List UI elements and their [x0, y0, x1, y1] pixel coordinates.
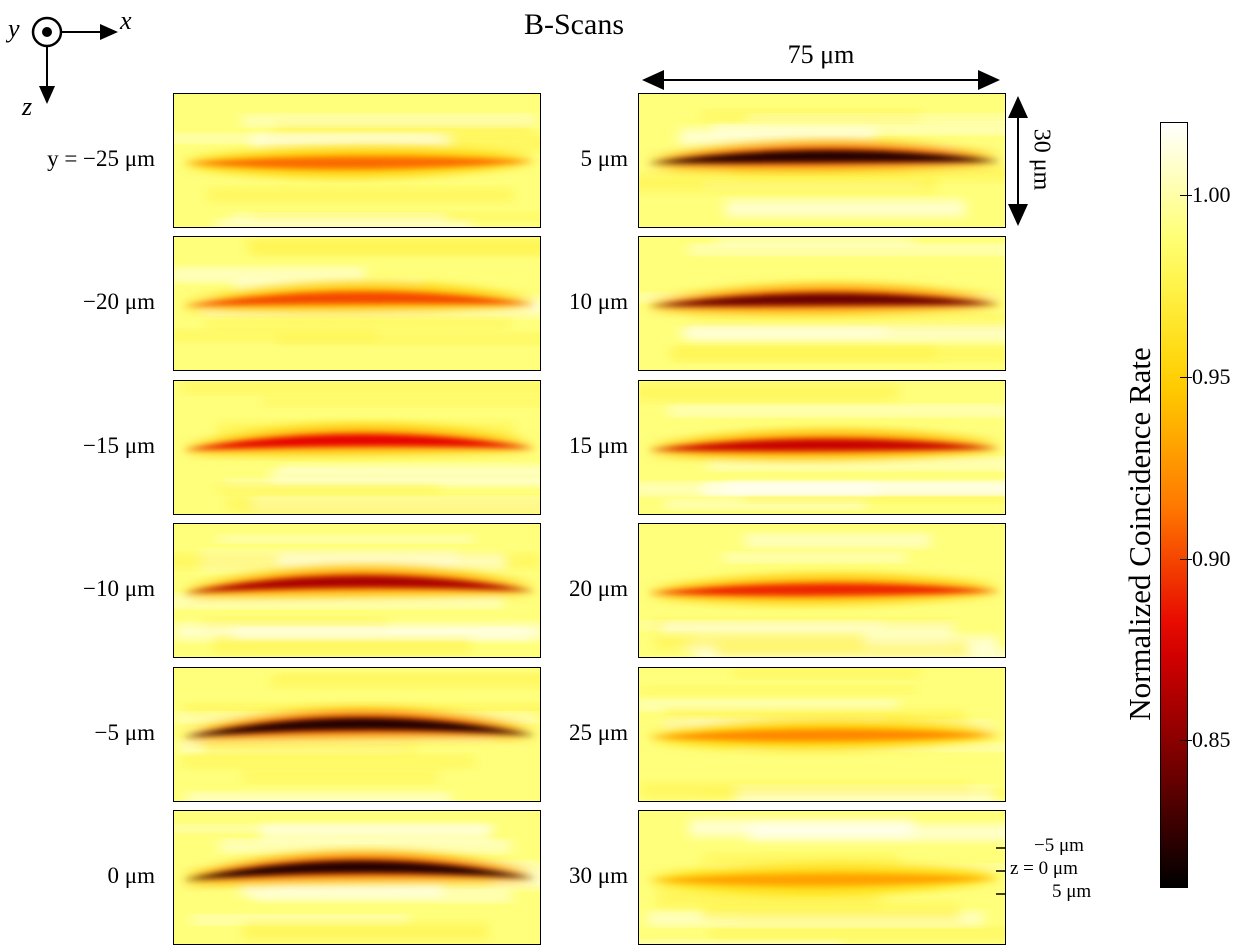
b-scan-label: 30 μm: [569, 862, 628, 888]
b-scan-panel: [173, 236, 541, 371]
b-scan-band-core: [182, 575, 536, 594]
b-scan-panel: [173, 93, 541, 228]
height-scale-bar: [1007, 94, 1029, 228]
colorbar: [1160, 122, 1188, 888]
double-arrow-horizontal-icon: [642, 70, 1000, 90]
double-arrow-vertical-icon: [1008, 96, 1028, 226]
b-scan-band-core: [647, 438, 1001, 452]
colorbar-tick-label: 0.95: [1192, 363, 1231, 389]
b-scan-label: −5 μm: [94, 719, 155, 745]
z-axis-label: z: [22, 92, 33, 121]
orientation-axes-icon: [31, 16, 118, 104]
b-scan-label: −10 μm: [83, 575, 155, 601]
x-axis-label: x: [120, 6, 132, 35]
b-scan-panel: [638, 523, 1006, 658]
colorbar-tick-label: 0.90: [1192, 545, 1231, 571]
b-scan-panel: [173, 667, 541, 802]
b-scan-panel: [638, 93, 1006, 228]
y-axis-label: y: [8, 14, 20, 43]
b-scan-panel: [638, 810, 1006, 945]
b-scan-panel: [173, 380, 541, 515]
b-scan-band-core: [647, 729, 1001, 742]
b-scan-band-core: [182, 291, 536, 307]
b-scan-band-core: [647, 150, 1001, 164]
b-scan-band-core: [182, 434, 536, 451]
b-scan-label: −15 μm: [83, 432, 155, 458]
b-scan-label: 5 μm: [580, 145, 628, 171]
orientation-axes: [0, 0, 160, 130]
b-scan-band-core: [647, 873, 1001, 886]
z-marker-zero: z = 0 μm: [1010, 858, 1078, 879]
b-scan-panel: [173, 810, 541, 945]
b-scan-panel: [638, 380, 1006, 515]
b-scan-label: 20 μm: [569, 575, 628, 601]
b-scan-panel: [638, 667, 1006, 802]
height-scale-label: 30 μm: [1028, 128, 1055, 191]
b-scan-band-core: [182, 156, 536, 169]
chart-title: B-Scans: [524, 8, 624, 41]
width-scale-label: 75 μm: [787, 40, 855, 69]
colorbar-tick: [1180, 558, 1192, 560]
b-scan-label: 15 μm: [569, 432, 628, 458]
b-scan-band-core: [647, 293, 1001, 307]
colorbar-tick: [1180, 376, 1192, 378]
colorbar-tick: [1180, 194, 1192, 196]
b-scan-label: 10 μm: [569, 288, 628, 314]
colorbar-tick-label: 1.00: [1192, 181, 1231, 207]
b-scan-panel: [173, 523, 541, 658]
b-scan-panel: [638, 236, 1006, 371]
colorbar-title: Normalized Coincidence Rate: [1122, 347, 1157, 721]
b-scan-band-core: [647, 583, 1001, 596]
colorbar-tick-label: 0.85: [1192, 727, 1231, 753]
colorbar-tick: [1180, 740, 1192, 742]
z-marker-plus5: 5 μm: [1052, 881, 1092, 902]
b-scan-band-core: [182, 717, 536, 738]
z-marker-minus5: −5 μm: [1034, 835, 1084, 856]
b-scan-band-core: [182, 860, 536, 881]
b-scan-label: −20 μm: [83, 288, 155, 314]
width-scale-bar: [640, 70, 1002, 92]
z-marker-ticks: [994, 838, 1008, 908]
b-scan-label: 0 μm: [107, 862, 155, 888]
b-scan-label: y = −25 μm: [47, 145, 155, 171]
b-scan-label: 25 μm: [569, 719, 628, 745]
